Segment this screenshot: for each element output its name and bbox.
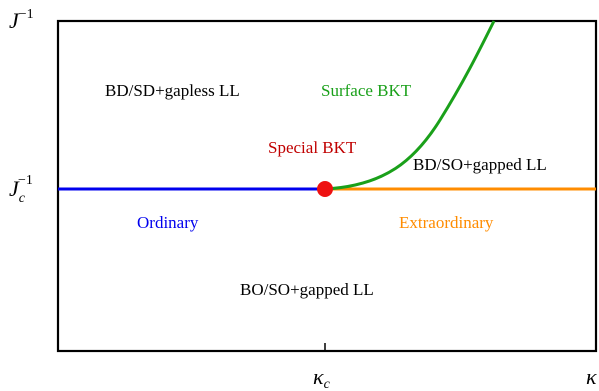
- region-label-lower: BO/SO+gapped LL: [240, 280, 374, 299]
- region-label-surface-bkt: Surface BKT: [321, 81, 412, 100]
- region-label-right-mid: BD/SO+gapped LL: [413, 155, 547, 174]
- y-axis-label-mid: Jc−1: [9, 173, 33, 206]
- plot-frame: [56, 19, 598, 353]
- special-bkt-point: [317, 181, 333, 197]
- region-label-extraordinary: Extraordinary: [399, 213, 494, 232]
- surface-bkt-curve: [324, 20, 496, 191]
- x-axis-label-right: κ: [586, 364, 597, 389]
- region-label-upper-left: BD/SD+gapless LL: [105, 81, 240, 100]
- region-label-special-bkt: Special BKT: [268, 138, 357, 157]
- y-axis-label-top: J−1: [9, 7, 34, 33]
- x-axis-label-mid: κc: [313, 364, 331, 391]
- region-label-ordinary: Ordinary: [137, 213, 199, 232]
